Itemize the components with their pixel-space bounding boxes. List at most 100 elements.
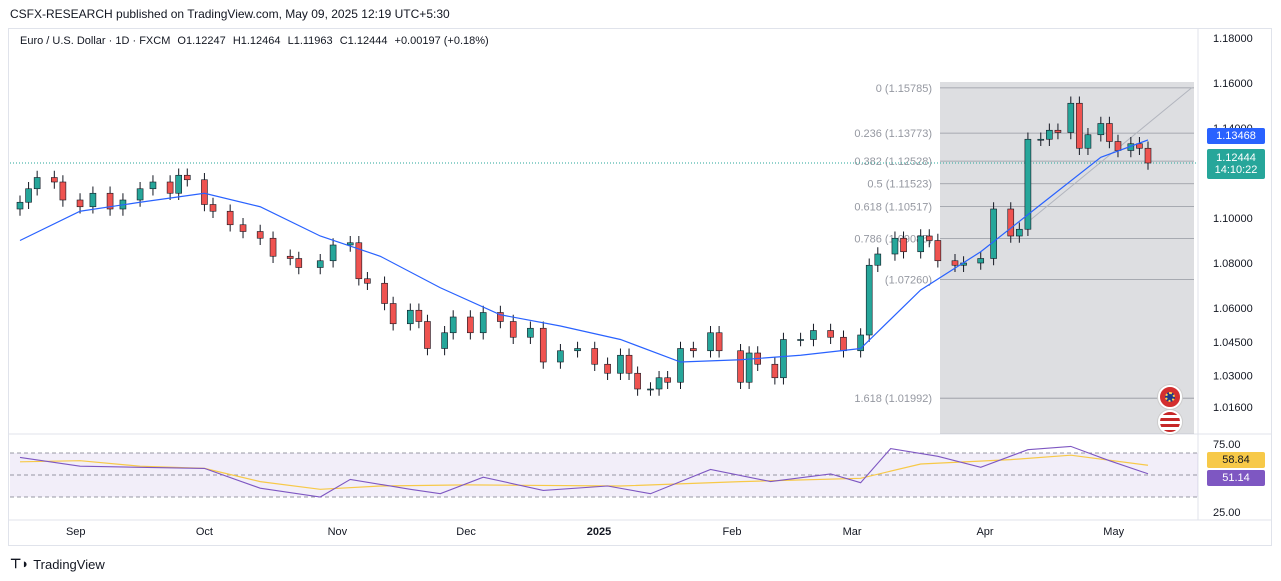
candle-body-81 bbox=[1067, 102, 1075, 133]
candle-body-16 bbox=[226, 210, 234, 226]
candle-body-30 bbox=[415, 309, 423, 322]
candle-body-78 bbox=[1037, 138, 1045, 141]
candle-17 bbox=[239, 218, 247, 239]
candle-body-84 bbox=[1097, 123, 1105, 136]
candle-47 bbox=[647, 382, 654, 396]
candle-89 bbox=[1144, 141, 1152, 170]
price-tick-0: 1.18000 bbox=[1213, 33, 1253, 45]
rsi-tick-1: 25.00 bbox=[1213, 507, 1241, 519]
candle-body-3 bbox=[51, 177, 58, 183]
eu-stars-icon bbox=[1165, 392, 1175, 402]
candle-11 bbox=[166, 175, 174, 200]
fib-label-0: 0 (1.15785) bbox=[876, 83, 932, 95]
candle-60 bbox=[810, 323, 817, 347]
candle-63 bbox=[857, 328, 864, 358]
candle-body-49 bbox=[664, 377, 671, 383]
candle-28 bbox=[389, 296, 397, 331]
candle-77 bbox=[1024, 132, 1032, 236]
time-tick-7: Apr bbox=[976, 526, 993, 538]
candle-34 bbox=[467, 310, 474, 340]
fib-label-6: (1.07260) bbox=[885, 275, 932, 287]
candle-57 bbox=[771, 357, 779, 385]
candle-body-40 bbox=[557, 350, 564, 363]
candle-body-65 bbox=[874, 253, 882, 266]
candle-18 bbox=[256, 224, 264, 245]
rsi-ma-line bbox=[19, 454, 1149, 490]
candle-45 bbox=[625, 348, 633, 380]
candle-body-45 bbox=[625, 354, 633, 374]
rsi-tick-0: 75.00 bbox=[1213, 439, 1241, 451]
candle-body-79 bbox=[1046, 129, 1053, 140]
candle-27 bbox=[381, 276, 388, 311]
candle-body-28 bbox=[389, 303, 397, 325]
candle-body-42 bbox=[591, 348, 599, 365]
candle-25 bbox=[355, 236, 363, 286]
candle-70 bbox=[934, 233, 942, 268]
us-flag-icon[interactable] bbox=[1158, 410, 1182, 434]
candle-body-9 bbox=[136, 188, 144, 201]
candle-23 bbox=[329, 238, 337, 268]
candle-48 bbox=[655, 371, 663, 396]
candle-body-35 bbox=[479, 312, 487, 334]
candle-74 bbox=[990, 202, 997, 266]
price-tick-9: 1.01600 bbox=[1213, 402, 1253, 414]
candle-80 bbox=[1054, 123, 1062, 140]
candle-64 bbox=[865, 258, 873, 342]
candle-39 bbox=[539, 321, 547, 369]
candle-body-41 bbox=[574, 348, 581, 352]
candle-body-37 bbox=[509, 321, 517, 338]
candle-body-11 bbox=[166, 181, 174, 194]
candle-body-83 bbox=[1084, 134, 1092, 149]
candle-35 bbox=[479, 305, 487, 340]
candle-40 bbox=[557, 344, 564, 369]
candle-body-14 bbox=[201, 179, 208, 205]
candle-54 bbox=[737, 344, 744, 389]
candle-82 bbox=[1076, 96, 1083, 155]
candle-body-20 bbox=[286, 255, 294, 259]
chart-frame bbox=[8, 28, 1272, 546]
candle-body-27 bbox=[381, 282, 388, 304]
fib-label-7: 1.618 (1.01992) bbox=[854, 393, 932, 405]
candle-14 bbox=[201, 173, 208, 212]
symbol-label[interactable]: Euro / U.S. Dollar · 1D · FXCM bbox=[20, 35, 171, 47]
fib-label-3: 0.5 (1.11523) bbox=[867, 179, 932, 191]
time-tick-1: Oct bbox=[196, 526, 213, 538]
candle-19 bbox=[269, 231, 277, 263]
candle-body-89 bbox=[1144, 147, 1152, 164]
ohlc-legend: Euro / U.S. Dollar · 1D · FXCM O1.12247 … bbox=[20, 35, 493, 47]
open-value: O1.12247 bbox=[177, 35, 226, 47]
candle-30 bbox=[415, 303, 423, 329]
tradingview-watermark[interactable]: ⊤◗ TradingView bbox=[10, 556, 105, 572]
candle-body-62 bbox=[840, 336, 847, 352]
candle-62 bbox=[840, 330, 847, 358]
candle-85 bbox=[1106, 116, 1113, 149]
candle-50 bbox=[677, 341, 684, 389]
candle-body-64 bbox=[865, 264, 873, 336]
candle-body-63 bbox=[857, 334, 864, 352]
candle-79 bbox=[1046, 123, 1053, 146]
candle-body-10 bbox=[149, 181, 157, 190]
candle-body-26 bbox=[364, 278, 371, 284]
candle-body-73 bbox=[977, 258, 985, 264]
candle-body-13 bbox=[183, 174, 191, 181]
candle-3 bbox=[51, 170, 58, 189]
eu-flag-icon[interactable] bbox=[1158, 385, 1182, 409]
candle-5 bbox=[76, 193, 84, 214]
candle-76 bbox=[1016, 222, 1023, 243]
candle-body-67 bbox=[900, 237, 907, 253]
candle-body-51 bbox=[690, 348, 697, 352]
candle-29 bbox=[406, 303, 414, 331]
candle-body-55 bbox=[745, 352, 753, 383]
last-price-value: 1.12444 bbox=[1216, 152, 1256, 164]
candle-body-24 bbox=[346, 242, 354, 246]
candle-73 bbox=[977, 251, 985, 270]
candle-10 bbox=[149, 175, 157, 196]
candle-26 bbox=[364, 272, 371, 290]
candle-75 bbox=[1007, 202, 1015, 243]
candle-71 bbox=[951, 254, 959, 272]
candle-13 bbox=[183, 168, 191, 187]
candle-body-0 bbox=[16, 201, 24, 210]
candle-83 bbox=[1084, 128, 1092, 155]
fib-label-4: 0.618 (1.10517) bbox=[854, 201, 932, 213]
